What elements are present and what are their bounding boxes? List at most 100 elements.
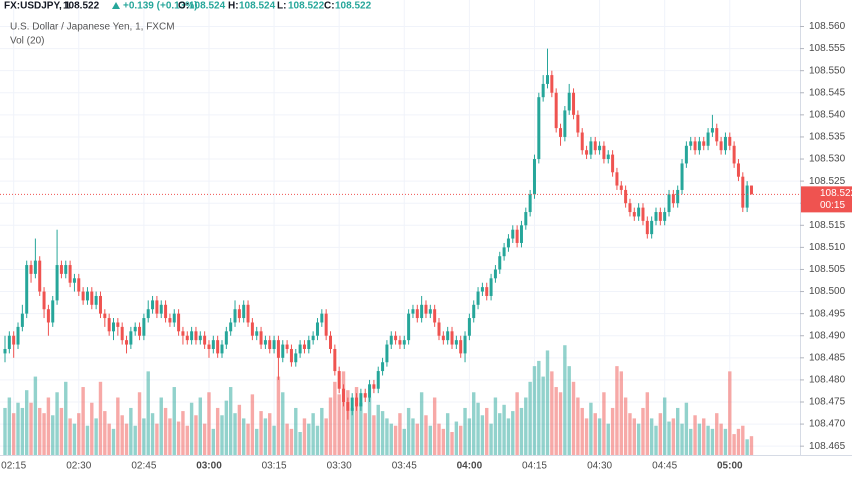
volume-bar xyxy=(524,397,528,455)
volume-bar xyxy=(133,425,137,455)
volume-bar xyxy=(137,392,142,455)
volume-bar xyxy=(328,397,333,455)
candle-body xyxy=(233,309,237,323)
candle-body xyxy=(437,322,441,336)
candle-body xyxy=(524,212,528,226)
candle-body xyxy=(563,110,567,137)
candle-body xyxy=(684,145,688,164)
volume-bar xyxy=(46,397,51,455)
candle-body xyxy=(554,92,558,129)
candle-body xyxy=(641,207,645,221)
volume-bar xyxy=(90,402,94,455)
volume-bar xyxy=(463,407,467,455)
candle-body xyxy=(7,335,11,349)
candle-body xyxy=(732,145,736,164)
candle-body xyxy=(211,340,215,349)
volume-bar xyxy=(202,423,207,455)
candle-body xyxy=(81,291,85,301)
candle-body xyxy=(689,141,693,146)
volume-bar xyxy=(198,397,202,455)
volume-bar xyxy=(255,428,259,455)
volume-bar xyxy=(728,371,732,455)
volume-bar xyxy=(120,415,124,455)
volume-bar xyxy=(502,404,506,455)
candle-body xyxy=(424,304,428,314)
volume-bar xyxy=(554,387,558,455)
x-tick-label: 04:45 xyxy=(652,461,677,472)
candle-body xyxy=(589,141,593,155)
candle-body xyxy=(146,309,150,319)
candle-body xyxy=(541,83,545,98)
candle-body xyxy=(710,128,714,133)
candle-body xyxy=(207,344,211,349)
candle-body xyxy=(454,340,458,345)
candle-body xyxy=(268,340,272,349)
candle-body xyxy=(411,309,415,314)
volume-label: Vol (20) xyxy=(10,36,44,47)
volume-bar xyxy=(550,371,554,455)
candle-body xyxy=(585,150,589,155)
volume-bar xyxy=(315,425,320,455)
volume-bar xyxy=(723,428,728,455)
candle-body xyxy=(528,194,532,213)
volume-bar xyxy=(237,404,242,455)
volume-bar xyxy=(710,428,715,455)
volume-bar xyxy=(632,418,636,455)
volume-bar xyxy=(445,413,450,455)
candle-body xyxy=(493,269,497,279)
candle-body xyxy=(133,326,137,332)
volume-bar xyxy=(645,392,650,455)
candle-body xyxy=(532,159,536,195)
volume-bar xyxy=(320,407,324,455)
volume-bar xyxy=(467,418,472,455)
volume-bar xyxy=(411,418,415,455)
y-tick-label: 108.500 xyxy=(809,286,846,297)
volume-bar xyxy=(29,402,33,455)
candle-body xyxy=(676,189,680,204)
volume-bar xyxy=(185,425,189,455)
volume-bar xyxy=(528,381,532,455)
volume-bar xyxy=(619,371,623,455)
volume-bar xyxy=(354,387,359,455)
candle-body xyxy=(467,318,471,336)
y-tick-label: 108.530 xyxy=(809,154,846,165)
volume-bar xyxy=(146,371,150,455)
candle-body xyxy=(671,194,675,204)
volume-bar xyxy=(511,411,515,455)
volume-bar xyxy=(129,407,133,455)
volume-bar xyxy=(211,428,216,455)
legend-label: C: xyxy=(324,1,335,12)
candle-body xyxy=(619,185,623,190)
volume-bar xyxy=(389,423,393,455)
candle-body xyxy=(29,265,33,274)
volume-bar xyxy=(51,415,55,455)
y-tick-label: 108.495 xyxy=(809,308,846,319)
candle-body xyxy=(246,304,250,323)
candle-body xyxy=(129,331,133,345)
candle-body xyxy=(749,185,753,195)
candle-body xyxy=(172,313,176,323)
volume-bar xyxy=(428,425,433,455)
volume-bar xyxy=(346,390,350,455)
candle-body xyxy=(702,141,706,146)
candle-body xyxy=(598,145,602,151)
volume-bar xyxy=(702,418,706,455)
volume-bar xyxy=(224,400,229,455)
candle-body xyxy=(151,300,155,310)
volume-bar xyxy=(85,425,90,455)
volume-bar xyxy=(415,423,419,455)
volume-bar xyxy=(94,418,98,455)
candle-body xyxy=(680,163,684,190)
candle-body xyxy=(77,278,81,292)
x-tick-label: 03:45 xyxy=(392,461,417,472)
volume-bar xyxy=(311,413,315,455)
y-tick-label: 108.535 xyxy=(809,132,846,143)
candle-body xyxy=(515,229,519,243)
candle-body xyxy=(164,304,168,319)
candle-body xyxy=(546,75,549,84)
candle-body xyxy=(372,384,376,389)
instrument-title: U.S. Dollar / Japanese Yen, 1, FXCM xyxy=(10,22,175,33)
candle-body xyxy=(276,340,280,358)
candle-body xyxy=(285,344,289,349)
volume-bar xyxy=(103,411,107,455)
